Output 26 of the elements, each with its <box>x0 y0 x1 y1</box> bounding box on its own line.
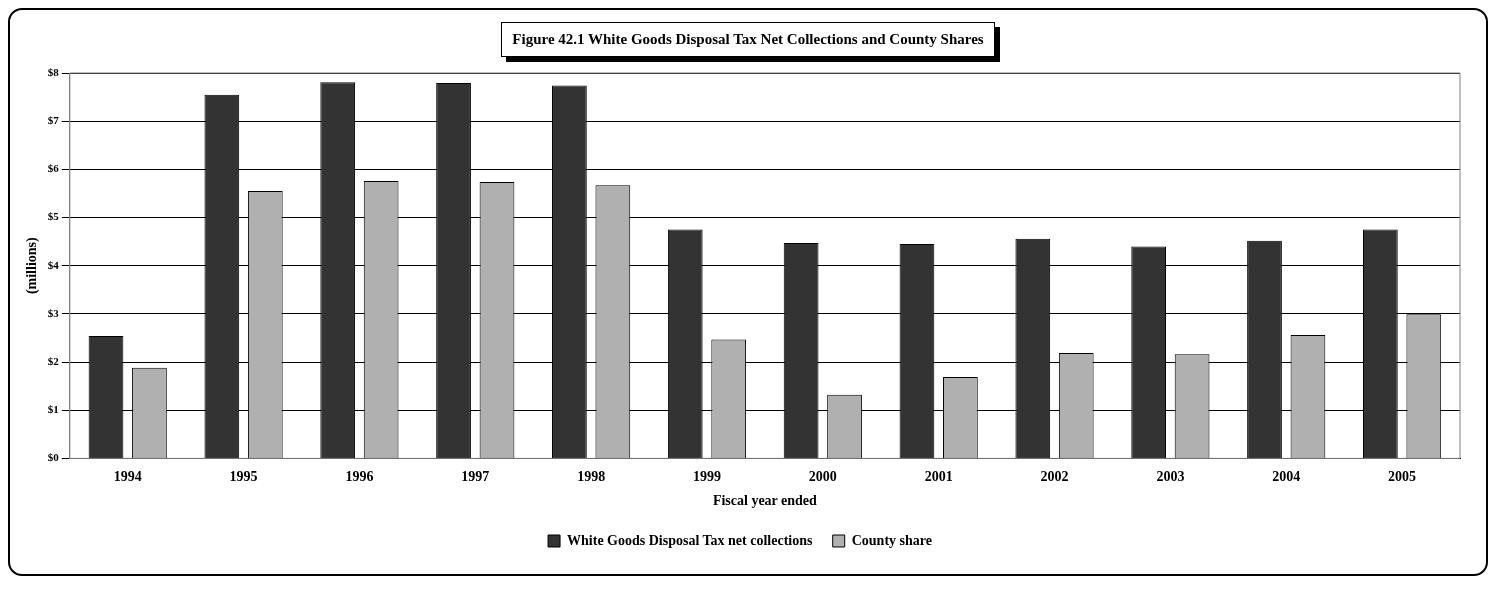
x-tick-label: 1997 <box>461 469 490 485</box>
legend-label: White Goods Disposal Tax net collections <box>567 532 814 548</box>
y-tick-label: $4 <box>47 258 60 271</box>
x-tick-label: 2003 <box>1156 469 1185 485</box>
x-tick-label: 2005 <box>1388 469 1417 485</box>
x-tick-label: 2000 <box>808 469 837 485</box>
y-tick-label: $8 <box>47 65 60 78</box>
x-axis-title: Fiscal year ended <box>712 493 818 509</box>
y-tick-label: $3 <box>47 306 60 319</box>
y-tick-label: $6 <box>47 162 60 175</box>
y-tick-label: $2 <box>47 354 60 367</box>
chart-title: Figure 42.1 White Goods Disposal Tax Net Collections and County Shares <box>501 22 995 57</box>
y-tick-label: $0 <box>47 451 60 464</box>
x-tick-label: 1995 <box>229 469 258 485</box>
x-tick-label: 1996 <box>345 469 374 485</box>
x-tick-label: 2002 <box>1040 469 1069 485</box>
y-tick-label: $7 <box>47 114 60 127</box>
y-axis-title: (millions) <box>24 236 41 295</box>
x-tick-label: 2004 <box>1272 469 1301 485</box>
x-tick-label: 1999 <box>692 469 721 485</box>
x-tick-label: 1994 <box>113 469 142 485</box>
y-tick-label: $5 <box>47 210 60 223</box>
x-tick-label: 1998 <box>577 469 606 485</box>
legend-label: County share <box>851 532 932 548</box>
x-tick-label: 2001 <box>924 469 953 485</box>
y-tick-label: $1 <box>47 403 59 416</box>
